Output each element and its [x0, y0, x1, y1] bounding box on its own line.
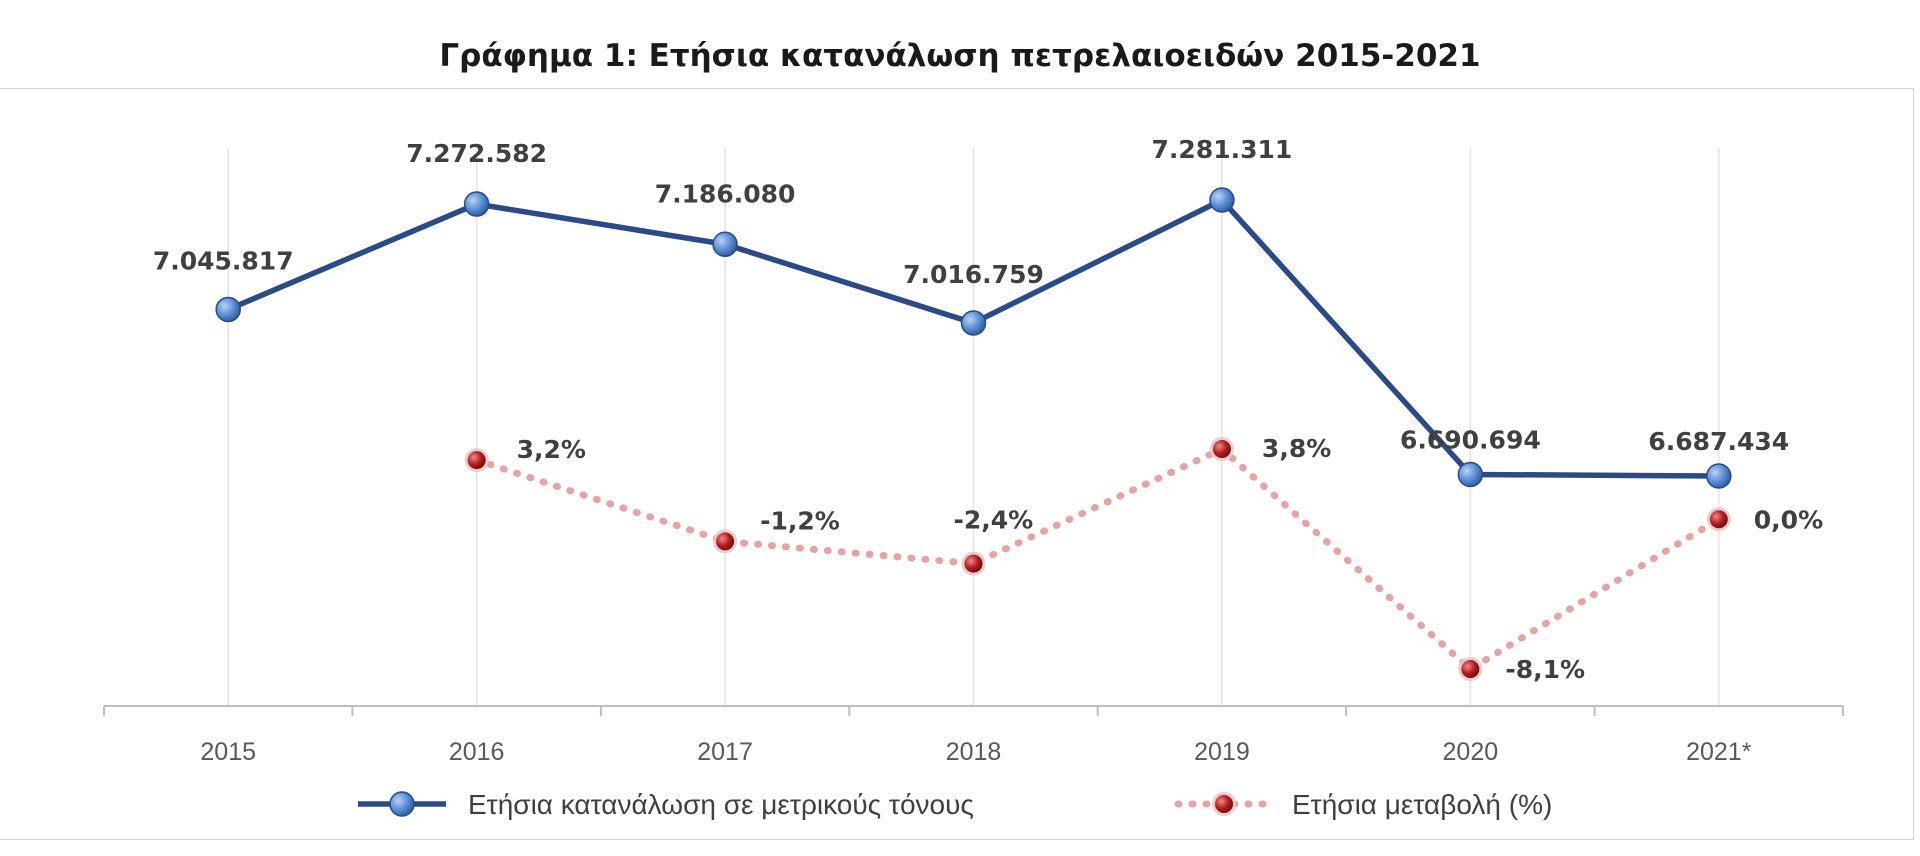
- change-point: [1709, 510, 1728, 529]
- change-data-label: -2,4%: [954, 506, 1034, 535]
- series: [215, 187, 1732, 681]
- series-change-line: [473, 444, 1723, 674]
- x-tick-label: 2015: [200, 738, 256, 766]
- x-tick-label: 2021*: [1686, 738, 1752, 766]
- consumption-point: [1209, 187, 1235, 213]
- consumption-point: [1457, 461, 1484, 488]
- change-data-label: 3,8%: [1262, 434, 1331, 463]
- consumption-point: [215, 296, 241, 323]
- change-point: [467, 451, 486, 470]
- legend-consumption-marker: [389, 791, 415, 817]
- change-point: [964, 554, 983, 573]
- consumption-point: [1706, 463, 1732, 489]
- consumption-data-label: 7.016.759: [903, 260, 1044, 289]
- consumption-data-label: 6.687.434: [1648, 427, 1789, 456]
- change-point: [716, 532, 735, 551]
- chart-title: Γράφημα 1: Ετήσια κατανάλωση πετρελαιοει…: [439, 38, 1481, 74]
- consumption-point: [712, 231, 738, 258]
- change-data-label: 0,0%: [1754, 505, 1823, 534]
- change-point: [1212, 440, 1231, 458]
- x-axis: 2015 2016 2017 2018 2019 2020 2021*: [103, 705, 1844, 766]
- change-point: [1461, 660, 1480, 678]
- consumption-data-label: 7.272.582: [406, 139, 547, 168]
- consumption-data-label: 7.045.817: [153, 246, 294, 275]
- x-tick-label: 2016: [449, 738, 505, 766]
- change-data-label: 3,2%: [517, 435, 586, 464]
- legend-consumption-label: Ετήσια κατανάλωση σε μετρικούς τόνους: [468, 789, 974, 820]
- consumption-point: [463, 191, 490, 217]
- x-tick-label: 2017: [697, 738, 753, 766]
- consumption-data-label: 7.186.080: [655, 179, 796, 208]
- legend: Ετήσια κατανάλωση σε μετρικούς τόνους Ετή…: [358, 789, 1552, 820]
- change-data-label: -8,1%: [1505, 655, 1585, 684]
- legend-change-label: Ετήσια μεταβολή (%): [1292, 789, 1552, 820]
- data-labels: 7.045.817 7.272.582 7.186.080 7.016.759 7.28…: [153, 135, 1823, 684]
- legend-change-marker: [1215, 795, 1233, 813]
- change-data-label: -1,2%: [760, 506, 840, 535]
- consumption-data-label: 7.281.311: [1152, 135, 1293, 164]
- consumption-point: [960, 310, 987, 336]
- consumption-data-label: 6.690.694: [1400, 425, 1541, 454]
- chart-frame: [0, 88, 1914, 840]
- x-tick-label: 2019: [1194, 738, 1250, 766]
- x-tick-label: 2020: [1443, 738, 1499, 766]
- x-tick-label: 2018: [946, 738, 1002, 766]
